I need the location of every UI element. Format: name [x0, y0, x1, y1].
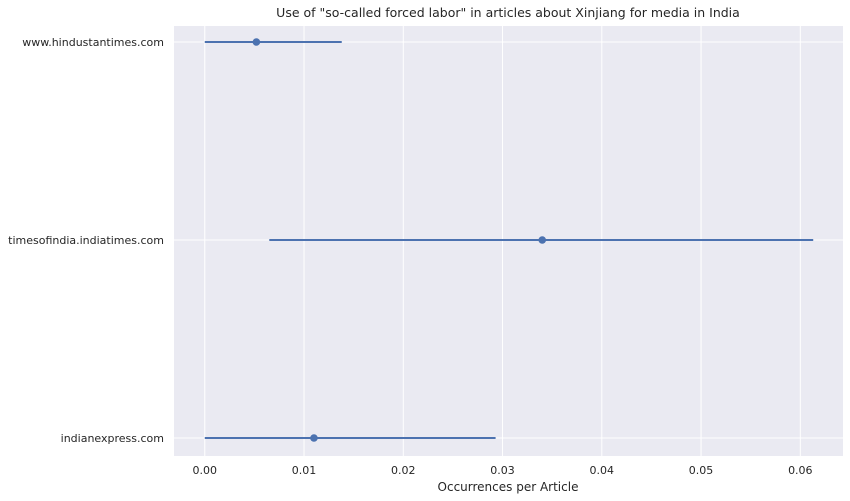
- x-tick-labels: 0.00 0.01 0.02 0.03 0.04 0.05 0.06: [193, 464, 813, 477]
- point-marker: [252, 38, 261, 46]
- point-marker: [310, 434, 318, 442]
- point-marker: [538, 236, 547, 244]
- x-tick-label: 0.01: [292, 464, 317, 477]
- x-tick-label: 0.02: [391, 464, 416, 477]
- y-tick-label: www.hindustantimes.com: [22, 36, 164, 49]
- x-tick-label: 0.06: [788, 464, 813, 477]
- x-axis-label: Occurrences per Article: [438, 480, 579, 494]
- x-tick-label: 0.05: [689, 464, 714, 477]
- y-tick-label: timesofindia.indiatimes.com: [8, 234, 164, 247]
- series: [204, 38, 814, 442]
- x-tick-label: 0.00: [193, 464, 218, 477]
- chart-title: Use of "so-called forced labor" in artic…: [276, 5, 740, 20]
- x-tick-label: 0.03: [490, 464, 515, 477]
- x-tick-label: 0.04: [590, 464, 615, 477]
- y-tick-labels: www.hindustantimes.com timesofindia.india…: [8, 36, 164, 445]
- y-tick-label: indianexpress.com: [61, 432, 164, 445]
